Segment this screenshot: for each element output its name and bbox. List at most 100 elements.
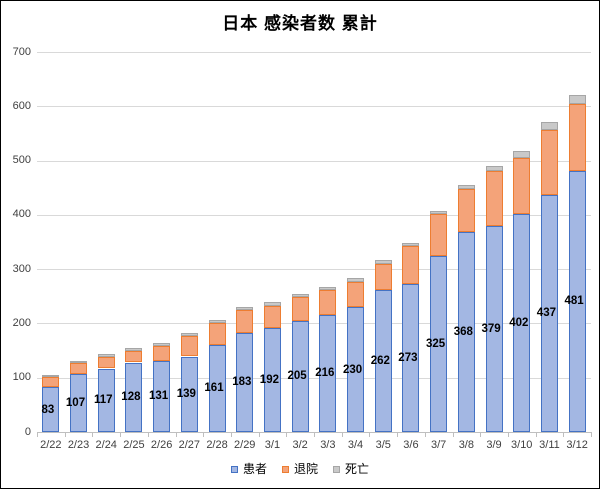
bar-segment-死亡: [513, 151, 531, 158]
bar-segment-退院: [485, 170, 503, 227]
bar-segment-退院: [263, 305, 281, 328]
bar-segment-患者: [402, 283, 420, 432]
y-axis-tick-label: 600: [12, 99, 31, 112]
data-label: 117: [94, 394, 113, 407]
data-label: 83: [41, 403, 55, 416]
bar-segment-退院: [70, 363, 87, 374]
bar-segment-死亡: [568, 94, 586, 104]
x-axis-tick-label: 2/23: [67, 439, 90, 451]
bar-segment-退院: [153, 345, 171, 361]
x-axis-tick-label: 3/1: [264, 439, 281, 451]
bar-segment-死亡: [374, 259, 392, 264]
legend-swatch-icon: [333, 466, 340, 473]
bar-segment-患者: [513, 213, 531, 432]
x-axis-tick: [424, 433, 426, 437]
x-axis-tick-label: 2/25: [123, 439, 145, 451]
data-label: 128: [121, 391, 141, 404]
x-axis-tick: [258, 433, 260, 437]
x-axis-tick-label: 3/4: [347, 439, 364, 451]
bar-segment-患者: [125, 362, 143, 432]
x-axis-tick-label: 3/8: [458, 439, 474, 451]
x-axis-tick-label: 3/3: [320, 439, 336, 451]
y-axis-tick-label: 0: [24, 425, 31, 438]
x-axis-tick: [507, 433, 509, 437]
legend-item-患者: 患者: [230, 463, 267, 476]
bar-segment-退院: [180, 335, 198, 357]
x-axis-tick: [64, 433, 66, 437]
bar-segment-死亡: [430, 210, 448, 215]
bar-segment-死亡: [457, 184, 475, 189]
x-axis-tick: [563, 433, 565, 437]
x-axis-tick: [92, 433, 94, 437]
x-axis-tick-label: 3/10: [511, 439, 533, 451]
bar-segment-患者: [374, 289, 392, 432]
data-label: 161: [204, 382, 224, 395]
x-axis-tick-label: 2/28: [206, 439, 228, 451]
bar-segment-死亡: [402, 242, 420, 247]
x-axis-tick-label: 3/7: [430, 439, 447, 451]
bar-segment-患者: [153, 360, 171, 432]
bar-segment-退院: [430, 214, 448, 256]
legend-swatch-icon: [230, 466, 238, 473]
data-label: 216: [315, 367, 335, 380]
x-axis-tick: [286, 433, 288, 437]
data-label: 402: [509, 316, 529, 329]
bar-segment-死亡: [180, 332, 198, 336]
bar-segment-患者: [236, 332, 254, 432]
data-label: 107: [65, 397, 86, 409]
bar-segment-患者: [70, 373, 87, 432]
data-label: 139: [176, 388, 196, 401]
bar-segment-死亡: [291, 294, 309, 298]
data-label: 325: [426, 337, 446, 350]
bar-segment-死亡: [42, 375, 60, 377]
bar-segment-死亡: [236, 307, 254, 311]
bar-segment-患者: [568, 170, 586, 432]
bar-segment-患者: [485, 226, 503, 432]
x-axis-tick-label: 3/2: [292, 439, 308, 451]
bar-segment-退院: [513, 157, 531, 214]
y-axis-tick-label: 200: [12, 316, 31, 329]
data-label: 379: [481, 323, 501, 336]
data-label: 481: [564, 295, 584, 308]
bar-segment-患者: [42, 386, 60, 432]
legend-item-退院: 退院: [281, 462, 318, 476]
x-axis-tick: [120, 433, 122, 437]
gridline: [37, 377, 591, 379]
gridline: [37, 323, 591, 325]
gridline: [37, 160, 591, 162]
x-axis-tick: [203, 433, 205, 437]
bar-segment-退院: [125, 350, 143, 363]
bar-segment-死亡: [125, 347, 143, 351]
x-axis-tick: [480, 433, 482, 437]
bar-segment-退院: [568, 103, 586, 171]
data-label: 131: [149, 390, 169, 403]
x-axis-tick: [175, 433, 177, 437]
legend-label: 死亡: [345, 462, 370, 476]
bar-segment-退院: [374, 263, 392, 290]
bar-segment-患者: [457, 232, 475, 432]
y-axis-tick-label: 700: [12, 45, 31, 58]
chart-title: 日本 感染者数 累計: [222, 14, 378, 33]
data-label: 230: [343, 363, 363, 376]
gridline: [37, 214, 591, 216]
x-axis-tick-label: 3/12: [566, 439, 588, 451]
bar-segment-患者: [180, 356, 198, 432]
bar-segment-退院: [97, 356, 115, 369]
bar-segment-死亡: [347, 277, 365, 282]
y-axis-tick-label: 300: [12, 262, 31, 275]
x-axis-tick-label: 2/27: [178, 439, 201, 451]
bar-segment-患者: [347, 307, 365, 432]
x-axis-line: [37, 432, 592, 433]
legend-label: 退院: [293, 462, 318, 476]
bar-segment-退院: [347, 281, 365, 308]
bar-segment-患者: [540, 194, 558, 432]
bar-segment-退院: [457, 188, 475, 233]
x-axis-tick-label: 2/26: [150, 439, 173, 451]
x-axis-tick-label: 3/6: [403, 439, 419, 451]
bar-segment-死亡: [263, 302, 281, 306]
data-label: 368: [453, 326, 473, 339]
bar-segment-退院: [402, 246, 420, 284]
bar-segment-退院: [540, 129, 558, 195]
x-axis-tick: [37, 433, 38, 437]
bar-segment-患者: [97, 368, 115, 432]
